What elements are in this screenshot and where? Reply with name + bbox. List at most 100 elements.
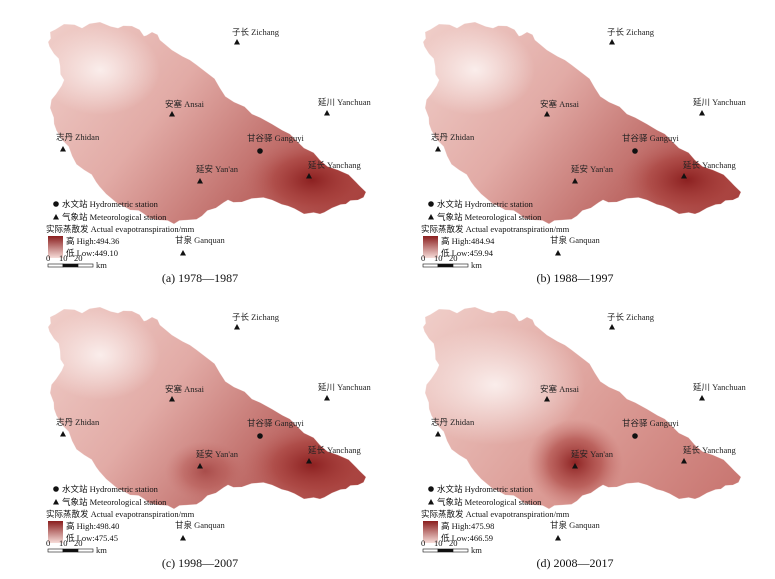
legend: 水文站 Hydrometric station 气象站 Meteorologica… — [46, 199, 195, 258]
station-label-ganquan: 甘泉 Ganquan — [175, 235, 226, 245]
station-label-zichang: 子长 Zichang — [607, 312, 655, 322]
legend-hydrometric: 水文站 Hydrometric station — [62, 199, 159, 209]
station-label-yanchang: 延长 Yanchang — [683, 445, 736, 455]
map-svg: 子长 Zichang 延川 Yanchuan 安塞 Ansai 志丹 Zhidan 甘谷… — [46, 306, 371, 570]
meteorological-station-icon — [53, 499, 59, 505]
station-label-zhidan: 志丹 Zhidan — [431, 417, 475, 427]
meteorological-station-marker — [197, 178, 203, 184]
legend: 水文站 Hydrometric station 气象站 Meteorologica… — [46, 484, 195, 543]
meteorological-station-marker — [609, 324, 615, 330]
panel-caption: (d) 2008—2017 — [537, 556, 614, 570]
hydrometric-station-icon — [53, 201, 59, 207]
meteorological-station-marker — [435, 146, 441, 152]
scale-tick-t1: 10 — [59, 538, 68, 548]
scale-tick-t2: 20 — [449, 538, 458, 548]
meteorological-station-marker — [169, 111, 175, 117]
meteorological-station-marker — [197, 463, 203, 469]
legend-color-ramp — [48, 521, 63, 543]
station-label-ansai: 安塞 Ansai — [540, 384, 580, 394]
station-label-yanan: 延安 Yan'an — [571, 164, 614, 174]
scale-tick-t0: 0 — [46, 538, 50, 548]
hydrometric-station-icon — [53, 486, 59, 492]
meteorological-station-marker — [324, 110, 330, 116]
scale-bar: 0 10 20 km — [421, 538, 482, 555]
meteorological-station-marker — [169, 396, 175, 402]
scale-unit: km — [96, 545, 107, 555]
meteorological-station-marker — [555, 250, 561, 256]
map-panel-1978-1987: 子长 Zichang 延川 Yanchuan 安塞 Ansai 志丹 Zhidan 甘谷… — [20, 10, 380, 285]
meteorological-station-marker — [699, 395, 705, 401]
map-svg: 子长 Zichang 延川 Yanchuan 安塞 Ansai 志丹 Zhidan 甘谷… — [421, 306, 746, 570]
legend-low-value: 低 Low:466.59 — [441, 533, 493, 543]
legend-high-value: 高 High:494.36 — [66, 236, 119, 246]
meteorological-station-icon — [428, 499, 434, 505]
legend-hydrometric: 水文站 Hydrometric station — [437, 199, 534, 209]
meteorological-station-marker — [306, 458, 312, 464]
station-label-yanchang: 延长 Yanchang — [683, 160, 736, 170]
station-label-yanchang: 延长 Yanchang — [308, 160, 361, 170]
legend-meteorological: 气象站 Meteorological station — [62, 212, 167, 222]
meteorological-station-marker — [544, 396, 550, 402]
meteorological-station-icon — [53, 214, 59, 220]
station-label-ganguyi: 甘谷驿 Ganguyi — [247, 133, 305, 143]
hydrometric-station-marker — [632, 148, 638, 154]
station-label-zhidan: 志丹 Zhidan — [431, 132, 475, 142]
station-label-ganguyi: 甘谷驿 Ganguyi — [247, 418, 305, 428]
station-label-ansai: 安塞 Ansai — [165, 99, 205, 109]
scale-tick-t2: 20 — [449, 253, 458, 263]
station-label-zichang: 子长 Zichang — [232, 312, 280, 322]
map-svg: 子长 Zichang 延川 Yanchuan 安塞 Ansai 志丹 Zhidan 甘谷… — [46, 21, 371, 285]
legend-meteorological: 气象站 Meteorological station — [437, 212, 542, 222]
panel-caption: (c) 1998—2007 — [162, 556, 238, 570]
meteorological-station-marker — [306, 173, 312, 179]
station-label-ganguyi: 甘谷驿 Ganguyi — [622, 133, 680, 143]
meteorological-station-marker — [699, 110, 705, 116]
station-label-zhidan: 志丹 Zhidan — [56, 132, 100, 142]
legend-color-ramp — [48, 236, 63, 258]
scale-tick-t0: 0 — [421, 253, 425, 263]
meteorological-station-marker — [60, 146, 66, 152]
hydrometric-station-icon — [428, 486, 434, 492]
station-label-ganguyi: 甘谷驿 Ganguyi — [622, 418, 680, 428]
scale-tick-t0: 0 — [421, 538, 425, 548]
legend-low-value: 低 Low:449.10 — [66, 248, 118, 258]
station-label-ganquan: 甘泉 Ganquan — [175, 520, 226, 530]
meteorological-station-marker — [180, 535, 186, 541]
meteorological-station-marker — [544, 111, 550, 117]
legend-color-ramp — [423, 236, 438, 258]
scale-bar: 0 10 20 km — [46, 253, 107, 270]
legend-meteorological: 气象站 Meteorological station — [62, 497, 167, 507]
legend-high-value: 高 High:484.94 — [441, 236, 495, 246]
meteorological-station-marker — [681, 173, 687, 179]
meteorological-station-marker — [435, 431, 441, 437]
map-panel-1988-1997: 子长 Zichang 延川 Yanchuan 安塞 Ansai 志丹 Zhidan 甘谷… — [395, 10, 755, 285]
meteorological-station-marker — [234, 324, 240, 330]
station-label-ganquan: 甘泉 Ganquan — [550, 235, 601, 245]
legend-low-value: 低 Low:475.45 — [66, 533, 118, 543]
panel-caption: (b) 1988—1997 — [537, 271, 614, 285]
scale-bar: 0 10 20 km — [421, 253, 482, 270]
legend-title: 实际蒸散发 Actual evapotranspiration/mm — [421, 509, 570, 519]
scale-tick-t2: 20 — [74, 538, 83, 548]
meteorological-station-marker — [555, 535, 561, 541]
legend: 水文站 Hydrometric station 气象站 Meteorologica… — [421, 199, 570, 258]
meteorological-station-marker — [234, 39, 240, 45]
hydrometric-station-icon — [428, 201, 434, 207]
legend-color-ramp — [423, 521, 438, 543]
hydrometric-station-marker — [632, 433, 638, 439]
station-label-yanchuan: 延川 Yanchuan — [693, 97, 746, 107]
meteorological-station-marker — [180, 250, 186, 256]
meteorological-station-marker — [324, 395, 330, 401]
legend-hydrometric: 水文站 Hydrometric station — [437, 484, 534, 494]
station-label-yanchuan: 延川 Yanchuan — [693, 382, 746, 392]
map-svg: 子长 Zichang 延川 Yanchuan 安塞 Ansai 志丹 Zhidan 甘谷… — [421, 21, 746, 285]
legend-hydrometric: 水文站 Hydrometric station — [62, 484, 159, 494]
station-label-yanan: 延安 Yan'an — [196, 164, 239, 174]
meteorological-station-marker — [609, 39, 615, 45]
station-label-yanchuan: 延川 Yanchuan — [318, 382, 371, 392]
scale-bar: 0 10 20 km — [46, 538, 107, 555]
station-label-yanchang: 延长 Yanchang — [308, 445, 361, 455]
map-panel-2008-2017: 子长 Zichang 延川 Yanchuan 安塞 Ansai 志丹 Zhidan 甘谷… — [395, 295, 755, 570]
station-label-ganquan: 甘泉 Ganquan — [550, 520, 601, 530]
panel-caption: (a) 1978—1987 — [162, 271, 238, 285]
